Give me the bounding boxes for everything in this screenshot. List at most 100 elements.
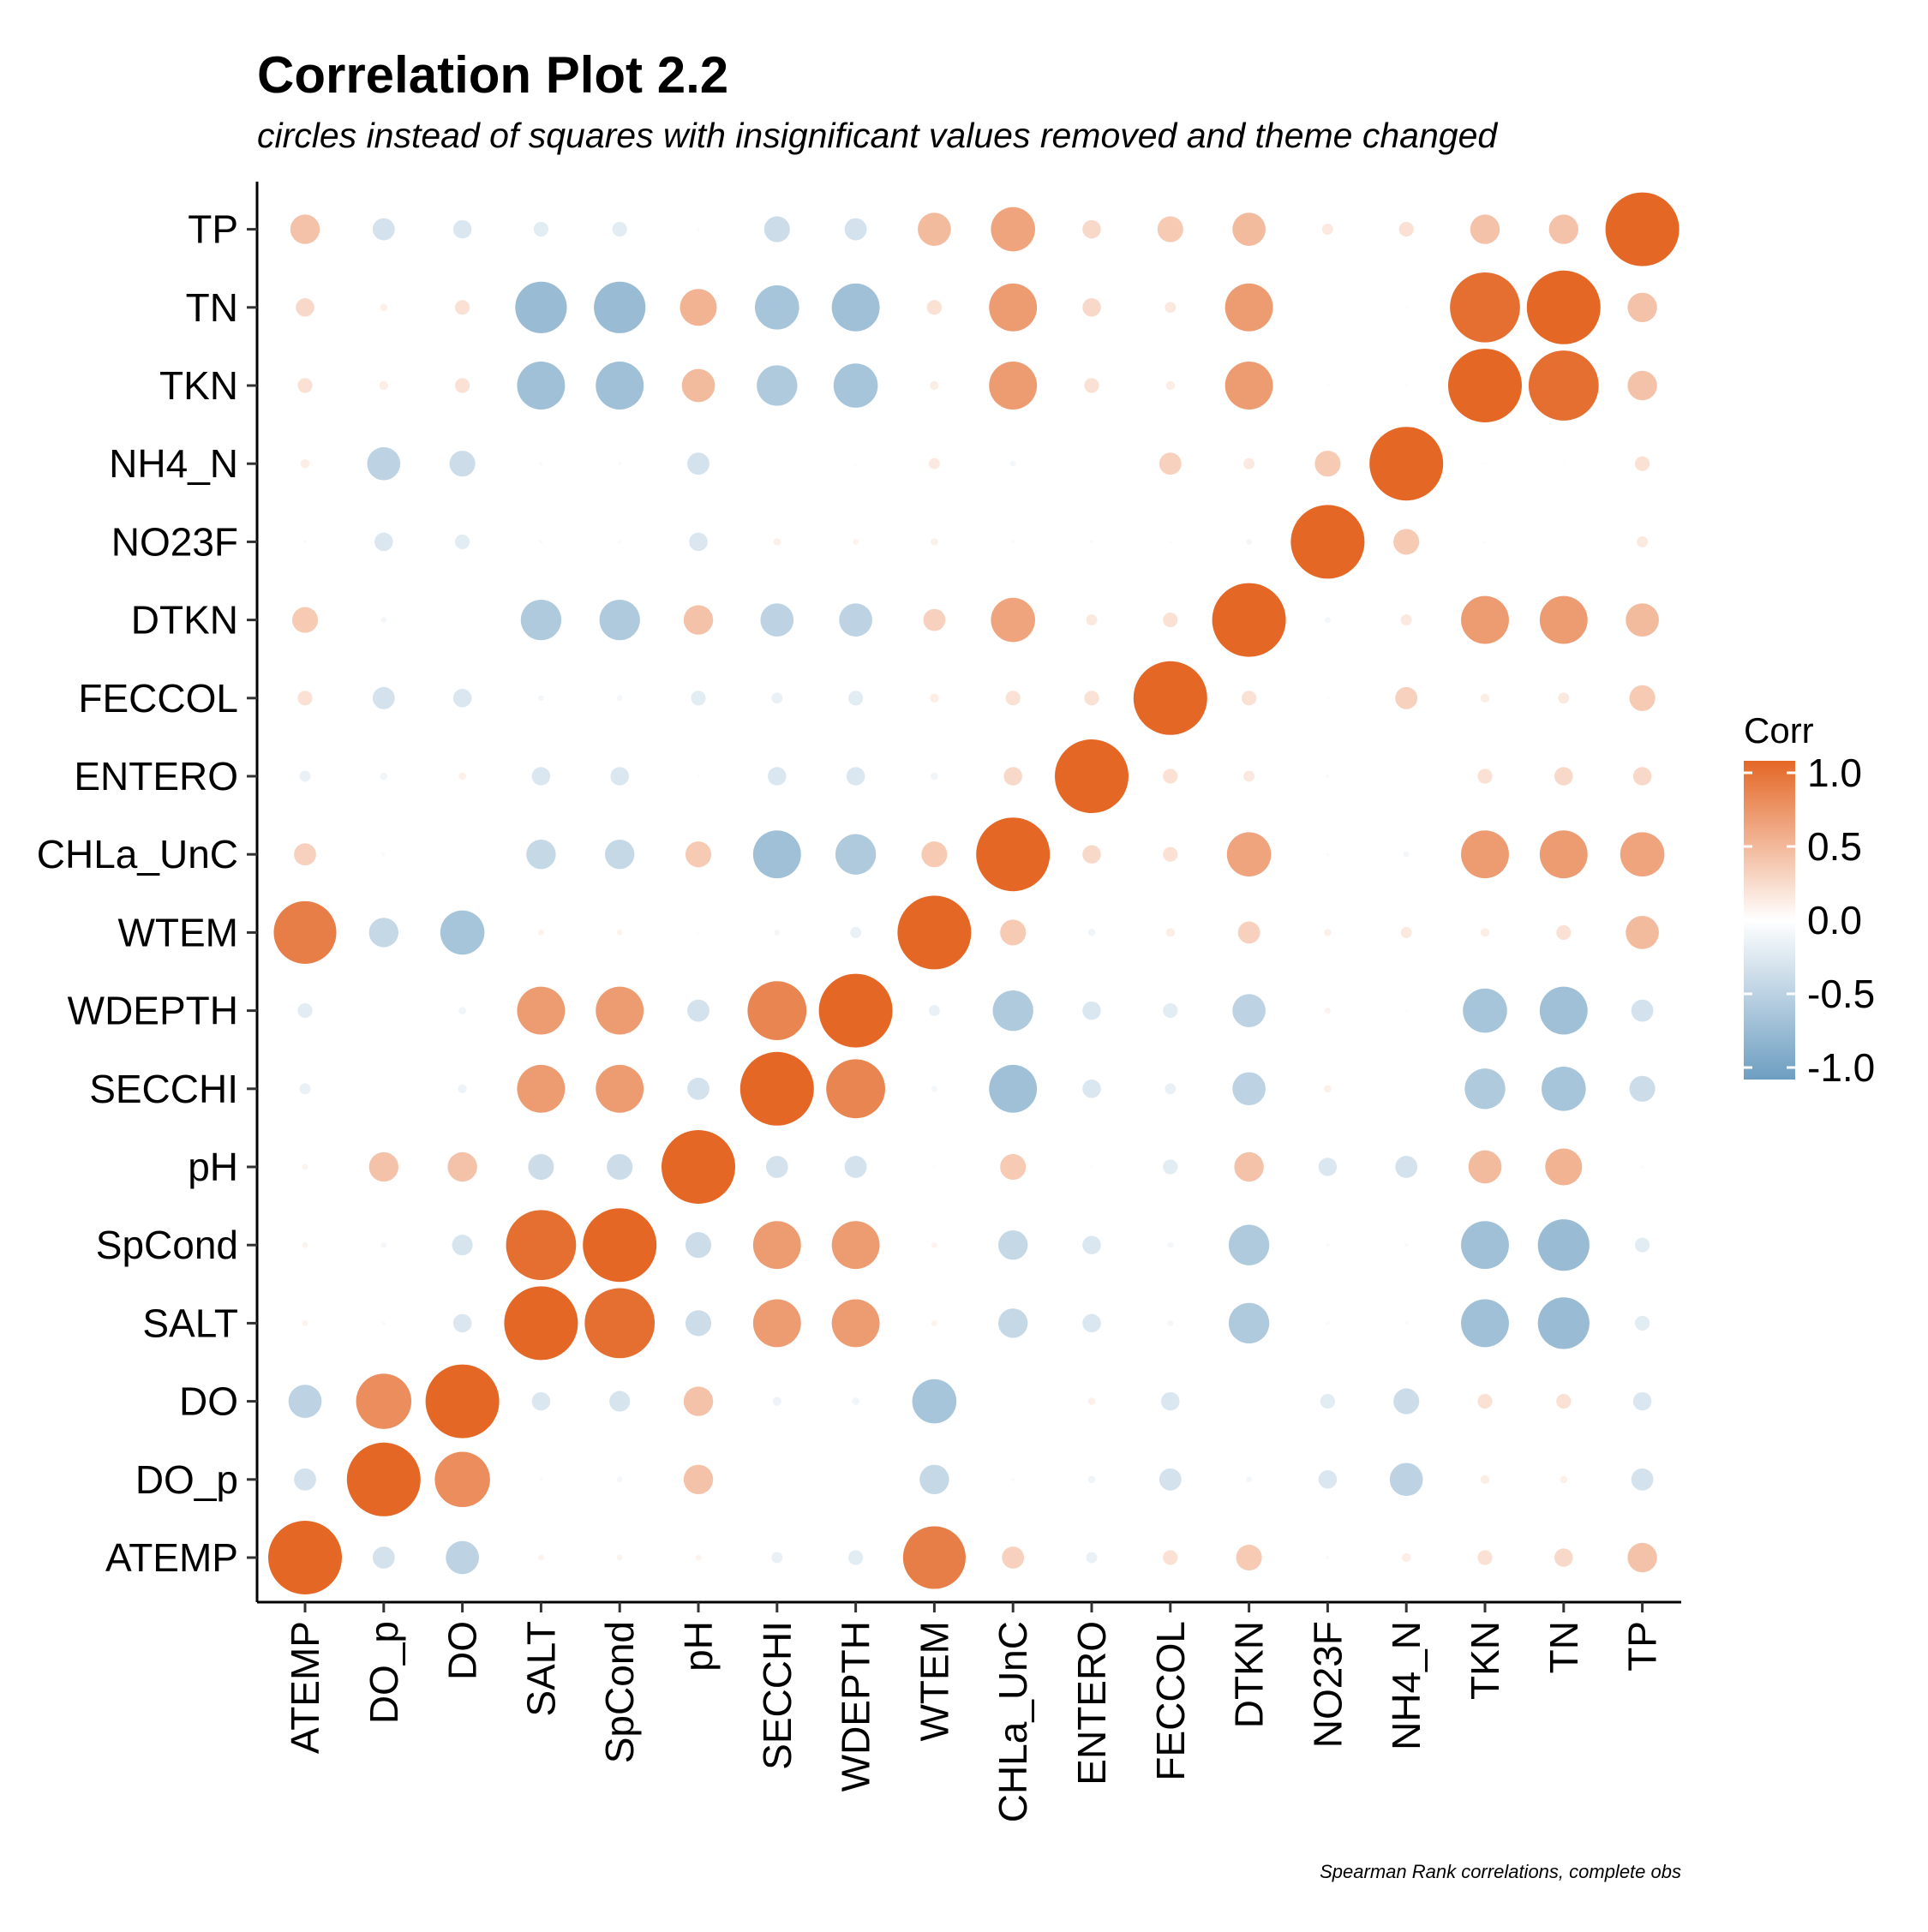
corr-point-TP-CHLa_UnC [991, 206, 1035, 252]
corr-point-FECCOL-NH4_N [1395, 686, 1418, 709]
corr-point-TKN-SpCond [596, 362, 644, 410]
y-tick-label-ENTERO: ENTERO [74, 754, 238, 799]
corr-point-NO23F-pH [689, 532, 708, 552]
y-tick-label-SECCHI: SECCHI [89, 1067, 238, 1111]
corr-point-TP-DO [452, 219, 472, 239]
corr-point-ENTERO-pH [697, 775, 700, 778]
corr-point-SALT-SpCond [584, 1288, 656, 1359]
corr-point-pH-TKN [1468, 1150, 1502, 1184]
corr-point-WDEPTH-ENTERO [1082, 1001, 1101, 1020]
corr-point-ENTERO-TN [1554, 767, 1573, 786]
corr-point-SpCond-SpCond [583, 1208, 657, 1283]
corr-point-TP-WDEPTH [844, 218, 867, 241]
y-tick-label-TN: TN [186, 285, 238, 330]
corr-point-WTEM-DO [440, 910, 485, 955]
corr-point-DTKN-FECCOL [1163, 613, 1178, 628]
legend-tick-label: 0.5 [1807, 824, 1862, 869]
corr-point-DO_p-CHLa_UnC [1011, 1477, 1015, 1481]
corr-point-FECCOL-TKN [1480, 693, 1490, 703]
corr-point-ENTERO-ENTERO [1055, 739, 1129, 813]
corr-point-FECCOL-TP [1629, 685, 1656, 711]
corr-point-FECCOL-DO_p [372, 686, 395, 709]
corr-point-DO-NH4_N [1393, 1388, 1420, 1415]
corr-point-DTKN-TP [1626, 603, 1659, 637]
corr-point-NO23F-NO23F [1290, 505, 1365, 579]
corr-point-NO23F-WDEPTH [853, 538, 859, 545]
corr-point-SALT-DO [452, 1313, 472, 1333]
x-tick-label-TN: TN [1542, 1621, 1586, 1673]
corr-point-pH-ATEMP [302, 1163, 308, 1170]
corr-point-TN-DO [455, 300, 470, 315]
corr-point-WDEPTH-SALT [517, 986, 566, 1035]
corr-point-NO23F-TKN [1483, 540, 1487, 544]
y-tick-label-NO23F: NO23F [111, 519, 238, 564]
corr-point-ATEMP-CHLa_UnC [1002, 1546, 1025, 1569]
corr-point-DTKN-SpCond [599, 599, 640, 641]
corr-point-TN-NH4_N [1404, 305, 1409, 309]
corr-point-pH-FECCOL [1163, 1159, 1178, 1175]
corr-point-SECCHI-DTKN [1232, 1072, 1266, 1106]
corr-point-NO23F-DO [455, 534, 470, 550]
corr-point-TP-TP [1605, 192, 1680, 266]
corr-point-NH4_N-CHLa_UnC [1009, 460, 1016, 467]
corr-point-CHLa_UnC-DO_p [381, 852, 386, 857]
corr-point-CHLa_UnC-WTEM [921, 841, 948, 868]
corr-point-NO23F-SECCHI [773, 538, 781, 546]
corr-point-DO_p-TP [1631, 1468, 1654, 1491]
corr-point-SALT-SECCHI [752, 1299, 801, 1348]
corr-point-WTEM-DO_p [368, 918, 398, 948]
corr-point-DO-pH [683, 1386, 714, 1416]
y-tick-label-TP: TP [188, 207, 238, 252]
corr-point-WDEPTH-SECCHI [747, 981, 807, 1040]
y-tick-label-pH: pH [188, 1145, 238, 1189]
corr-point-NO23F-SALT [539, 540, 543, 544]
corr-point-SALT-WTEM [931, 1319, 937, 1326]
corr-point-WTEM-SALT [537, 929, 544, 936]
x-tick-label-SECCHI: SECCHI [755, 1621, 799, 1770]
corr-point-ATEMP-TN [1554, 1548, 1573, 1567]
corr-point-FECCOL-TN [1558, 692, 1570, 704]
corr-point-DO_p-DTKN [1246, 1476, 1253, 1483]
corr-point-NH4_N-pH [687, 452, 710, 476]
corr-point-TKN-SECCHI [757, 365, 798, 406]
x-tick-label-CHLa_UnC: CHLa_UnC [991, 1621, 1035, 1822]
corr-point-FECCOL-CHLa_UnC [1005, 691, 1021, 706]
chart-title: Correlation Plot 2.2 [257, 46, 728, 104]
corr-point-WTEM-WTEM [897, 895, 972, 970]
corr-point-ENTERO-SECCHI [768, 767, 787, 786]
corr-point-ENTERO-FECCOL [1163, 769, 1178, 784]
corr-point-NH4_N-NH4_N [1369, 427, 1444, 501]
corr-point-ENTERO-SpCond [610, 767, 629, 786]
corr-point-NH4_N-FECCOL [1159, 452, 1182, 476]
corr-point-ATEMP-ENTERO [1086, 1552, 1098, 1564]
corr-point-TKN-DO_p [379, 380, 388, 391]
corr-point-TN-ENTERO [1082, 298, 1101, 317]
corr-point-TKN-TKN [1448, 349, 1522, 422]
corr-point-ENTERO-WTEM [931, 772, 938, 781]
corr-point-SpCond-WDEPTH [831, 1221, 880, 1270]
legend-tick-label: -1.0 [1807, 1045, 1875, 1090]
corr-point-SpCond-TKN [1461, 1221, 1509, 1270]
corr-point-NH4_N-NO23F [1314, 451, 1341, 477]
corr-point-ATEMP-SpCond [616, 1554, 623, 1561]
corr-point-pH-SALT [528, 1153, 554, 1181]
corr-point-ENTERO-ATEMP [299, 770, 311, 782]
corr-point-DTKN-pH [683, 605, 714, 635]
corr-point-WDEPTH-NO23F [1324, 1008, 1331, 1014]
corr-point-CHLa_UnC-ATEMP [294, 843, 316, 866]
corr-point-CHLa_UnC-TN [1539, 830, 1588, 879]
corr-point-SECCHI-ATEMP [299, 1083, 311, 1095]
corr-point-SpCond-pH [685, 1232, 712, 1259]
y-tick-label-CHLa_UnC: CHLa_UnC [37, 832, 238, 876]
corr-point-WDEPTH-ATEMP [297, 1003, 313, 1019]
corr-point-ATEMP-NH4_N [1402, 1552, 1411, 1563]
corr-point-NO23F-ATEMP [302, 540, 308, 544]
corr-point-DO-FECCOL [1161, 1391, 1180, 1411]
corr-point-TKN-TN [1528, 350, 1599, 421]
x-tick-label-SALT: SALT [518, 1621, 563, 1717]
corr-point-FECCOL-SECCHI [771, 692, 783, 704]
corr-point-ENTERO-DO [458, 772, 466, 781]
legend-tick-label: 0.0 [1807, 898, 1862, 942]
corr-point-CHLa_UnC-SpCond [605, 840, 635, 870]
